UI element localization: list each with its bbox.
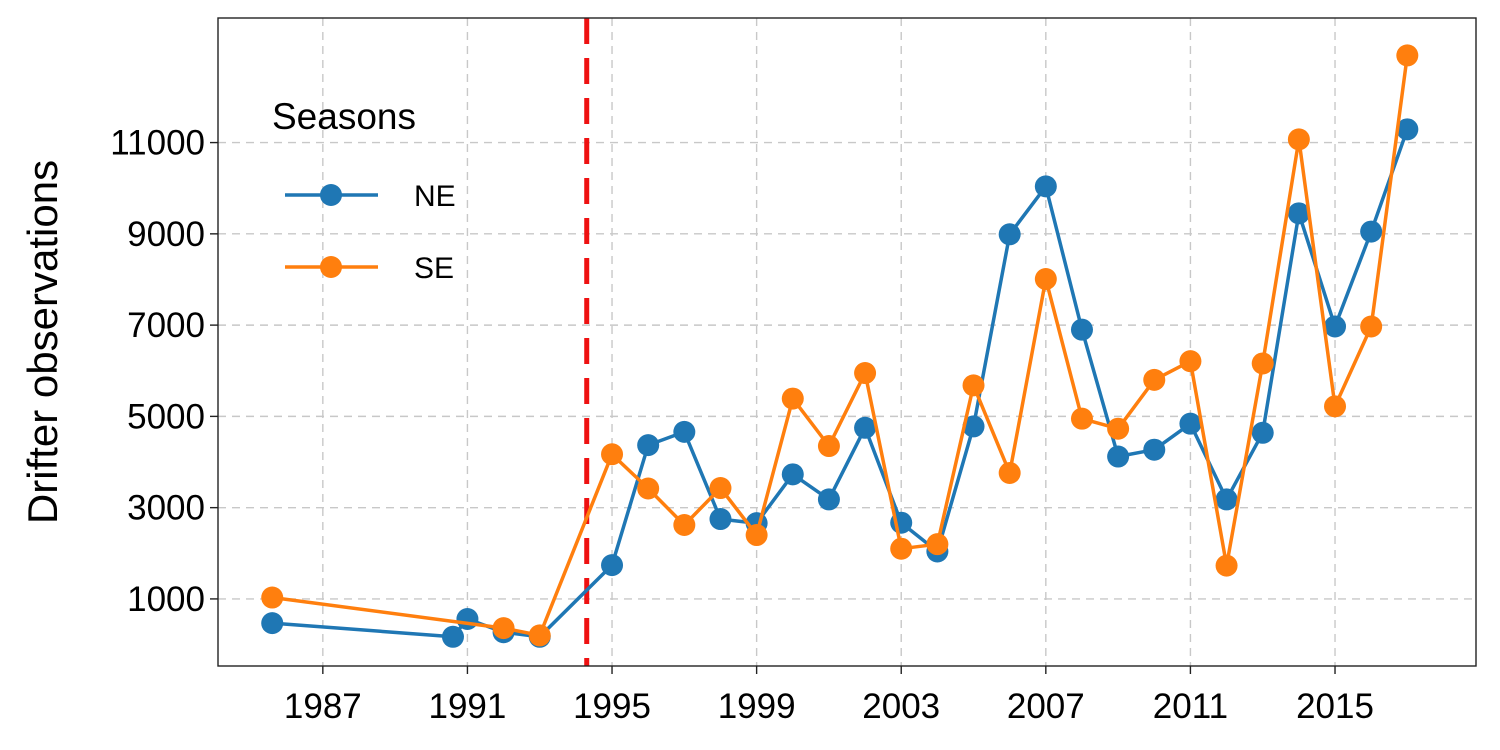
data-point-ne: [673, 420, 696, 443]
data-point-ne: [456, 607, 479, 630]
data-point-se: [673, 513, 696, 536]
legend-item-ne: NE: [285, 180, 456, 213]
data-point-se: [261, 586, 284, 609]
data-point-se: [817, 435, 840, 458]
data-point-ne: [1360, 220, 1383, 243]
data-point-ne: [1396, 118, 1419, 141]
data-point-se: [1287, 128, 1310, 151]
data-point-se: [601, 443, 624, 466]
data-point-ne: [441, 625, 464, 648]
data-point-ne: [709, 508, 732, 531]
data-point-se: [1251, 352, 1274, 375]
data-point-ne: [817, 488, 840, 511]
series-layer: [261, 44, 1419, 648]
panel-border: [217, 17, 1477, 667]
y-tick-label: 7000: [127, 306, 205, 345]
data-point-ne: [1034, 175, 1057, 198]
y-tick-label: 1000: [127, 580, 205, 619]
y-tick-label: 11000: [110, 124, 205, 163]
data-point-ne: [962, 415, 985, 438]
y-tick-label: 5000: [127, 397, 205, 436]
legend-label: NE: [414, 180, 456, 213]
data-point-ne: [1143, 438, 1166, 461]
data-point-se: [1215, 554, 1238, 577]
data-point-se: [1143, 368, 1166, 391]
data-point-ne: [1287, 202, 1310, 225]
data-point-se: [781, 387, 804, 410]
data-point-se: [709, 477, 732, 500]
y-tick-label: 9000: [127, 215, 205, 254]
data-point-se: [854, 362, 877, 385]
legend-title: Seasons: [272, 96, 416, 137]
legend-item-se: SE: [285, 252, 454, 285]
data-point-se: [998, 461, 1021, 484]
data-point-se: [1360, 315, 1383, 338]
y-tick-label: 3000: [127, 489, 205, 528]
x-tick-label: 2007: [1007, 687, 1085, 726]
data-point-se: [1070, 407, 1093, 430]
data-point-se: [962, 374, 985, 397]
x-tick-label: 2015: [1296, 687, 1374, 726]
x-tick-label: 2003: [862, 687, 940, 726]
x-tick-label: 1995: [573, 687, 651, 726]
data-point-ne: [637, 434, 660, 457]
data-point-ne: [1215, 488, 1238, 511]
data-point-se: [637, 477, 660, 500]
data-point-se: [745, 524, 768, 547]
data-point-se: [1107, 417, 1130, 440]
data-point-ne: [601, 554, 624, 577]
data-point-ne: [261, 612, 284, 635]
legend-label: SE: [414, 252, 454, 285]
data-point-ne: [1324, 315, 1347, 338]
legend-marker: [320, 256, 342, 278]
data-point-ne: [854, 416, 877, 439]
legend-marker: [320, 184, 342, 206]
data-point-se: [926, 533, 949, 556]
x-tick-label: 1991: [428, 687, 506, 726]
data-point-ne: [1107, 445, 1130, 468]
data-point-se: [528, 624, 551, 647]
legend: Seasons NE SE: [272, 96, 456, 285]
axes: 1987 1991 1995 1999 2003 2007 2011 2015 1000 3000…: [110, 124, 1374, 726]
data-point-se: [1324, 395, 1347, 418]
data-point-se: [492, 617, 515, 640]
data-point-ne: [1179, 412, 1202, 435]
data-point-ne: [998, 223, 1021, 246]
data-point-se: [890, 537, 913, 560]
x-tick-label: 1999: [718, 687, 796, 726]
series-se: [261, 44, 1419, 647]
data-point-se: [1179, 350, 1202, 373]
data-point-ne: [1251, 421, 1274, 444]
data-point-se: [1396, 44, 1419, 67]
x-tick-label: 1987: [284, 687, 362, 726]
data-point-ne: [1070, 318, 1093, 341]
y-axis-title: Drifter observations: [19, 160, 66, 524]
data-point-se: [1034, 268, 1057, 291]
x-tick-label: 2011: [1153, 687, 1228, 726]
data-point-ne: [781, 463, 804, 486]
